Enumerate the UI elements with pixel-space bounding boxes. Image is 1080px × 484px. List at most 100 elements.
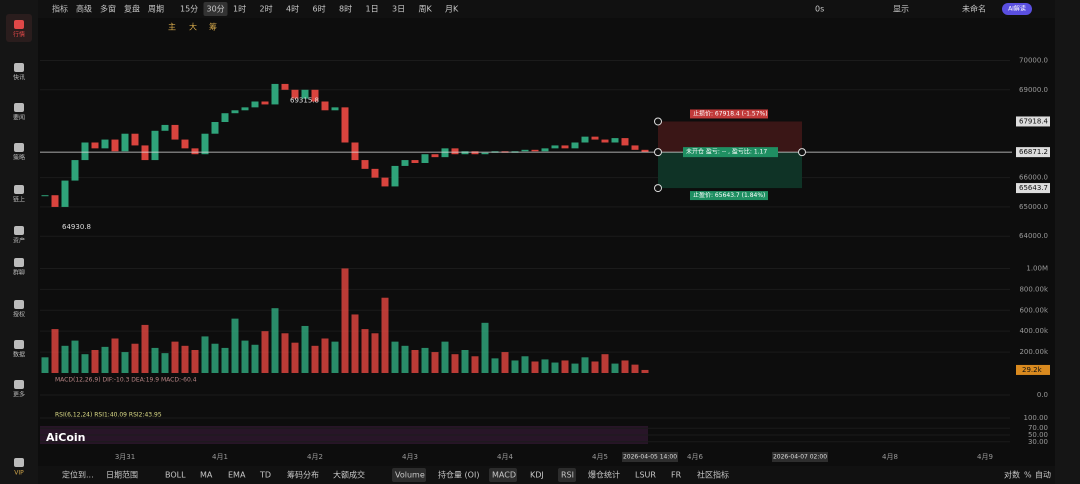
draw-tool[interactable]: 筹: [209, 22, 217, 32]
ai-button-label[interactable]: AI解读: [1008, 5, 1026, 13]
sidebar-label[interactable]: 更多: [13, 391, 25, 399]
sidebar-label[interactable]: 行情: [13, 31, 25, 39]
interval[interactable]: 15分: [180, 5, 198, 14]
indicator[interactable]: Volume: [395, 471, 425, 480]
bottom-bar: [38, 466, 1055, 484]
indicator[interactable]: FR: [671, 471, 682, 480]
volume-bar: [571, 363, 579, 373]
candle: [141, 145, 149, 161]
indicator[interactable]: BOLL: [165, 471, 186, 480]
volume-bar: [111, 338, 119, 373]
volume-bar: [331, 341, 339, 373]
candle: [581, 136, 589, 143]
indicator[interactable]: LSUR: [635, 471, 656, 480]
interval[interactable]: 周K: [419, 5, 433, 14]
interval[interactable]: 8时: [339, 4, 352, 14]
candle: [631, 145, 639, 150]
indicator[interactable]: MACD: [492, 471, 516, 480]
sidebar-label[interactable]: 链上: [13, 196, 25, 204]
x-tick-label: 4月5: [592, 453, 608, 461]
sidebar-label[interactable]: 快讯: [13, 74, 25, 82]
indicator[interactable]: 社区指标: [697, 470, 729, 480]
indicator[interactable]: 爆仓统计: [588, 470, 620, 480]
volume-bar: [541, 359, 549, 373]
indicator[interactable]: EMA: [228, 471, 246, 480]
draw-tool[interactable]: 主: [168, 22, 176, 32]
sidebar-label[interactable]: VIP: [14, 470, 24, 477]
interval[interactable]: 4时: [286, 4, 299, 14]
interval[interactable]: 1日: [366, 5, 379, 14]
indicator[interactable]: TD: [259, 471, 271, 480]
indicator[interactable]: 筹码分布: [287, 470, 319, 480]
sidebar-icon[interactable]: [14, 63, 24, 72]
volume-bar: [431, 352, 439, 373]
sidebar-icon[interactable]: [14, 20, 24, 29]
stop-loss-zone: [658, 121, 802, 153]
volume-bar: [151, 347, 159, 373]
volume-bar: [451, 354, 459, 373]
handle[interactable]: [798, 148, 806, 157]
volume-bar: [581, 357, 589, 373]
bottom-left[interactable]: 日期范围: [106, 470, 138, 480]
volume-bar: [391, 341, 399, 373]
toolbar-item[interactable]: 多窗: [100, 4, 116, 14]
price-badge: [1016, 183, 1050, 194]
handle[interactable]: [654, 117, 662, 126]
sidebar-label[interactable]: 策略: [13, 154, 25, 162]
ai-button[interactable]: [1002, 3, 1032, 15]
toolbar-item[interactable]: 高级: [76, 4, 92, 14]
bottom-left[interactable]: 定位到...: [62, 470, 94, 480]
volume-bar: [231, 318, 239, 373]
sidebar-icon[interactable]: [14, 185, 24, 194]
bottom-right[interactable]: %: [1024, 471, 1032, 480]
candle: [621, 138, 629, 146]
sidebar-label[interactable]: 授权: [13, 311, 25, 319]
sidebar-label[interactable]: 群聊: [13, 269, 25, 277]
volume-bar: [311, 345, 319, 373]
sidebar-icon[interactable]: [14, 143, 24, 152]
sidebar-icon[interactable]: [14, 258, 24, 267]
toolbar-right[interactable]: 未命名: [962, 4, 986, 14]
candle: [211, 122, 219, 134]
candle: [191, 148, 199, 155]
candle: [471, 151, 479, 155]
handle[interactable]: [654, 184, 662, 193]
bottom-right[interactable]: 对数: [1004, 470, 1020, 480]
sidebar-icon[interactable]: [14, 340, 24, 349]
volume-bar: [511, 360, 519, 373]
candle: [301, 89, 309, 99]
bottom-right[interactable]: 自动: [1035, 470, 1051, 480]
sidebar-label[interactable]: 数据: [13, 351, 25, 359]
draw-tool[interactable]: 大: [189, 22, 197, 32]
sidebar-label[interactable]: 资产: [13, 237, 25, 245]
indicator[interactable]: KDJ: [530, 471, 544, 480]
sidebar-label[interactable]: 要闻: [13, 114, 25, 122]
sidebar-icon[interactable]: [14, 458, 24, 467]
interval[interactable]: 3日: [392, 5, 405, 14]
volume-bar: [281, 333, 289, 373]
y-tick-label: 69000.0: [1019, 86, 1048, 94]
indicator[interactable]: MA: [200, 471, 213, 480]
interval[interactable]: 2时: [260, 4, 273, 14]
indicator[interactable]: RSI: [561, 471, 574, 480]
indicator[interactable]: 大额成交: [333, 470, 365, 480]
interval[interactable]: 月K: [445, 5, 459, 14]
handle[interactable]: [654, 148, 662, 157]
toolbar-item[interactable]: 复盘: [124, 4, 140, 14]
toolbar-item[interactable]: 指标: [52, 4, 68, 14]
sidebar-icon[interactable]: [14, 380, 24, 389]
volume-bar: [501, 352, 509, 373]
indicator[interactable]: 持仓量 (OI): [438, 470, 479, 480]
interval[interactable]: 6时: [313, 4, 326, 14]
toolbar-right[interactable]: 显示: [893, 5, 909, 14]
sidebar-icon[interactable]: [14, 226, 24, 235]
toolbar-item[interactable]: 周期: [148, 5, 164, 14]
toolbar-right[interactable]: 0s: [815, 5, 824, 14]
volume-bar: [51, 329, 59, 373]
position-label-bg: [690, 191, 768, 201]
sidebar-icon[interactable]: [14, 103, 24, 112]
interval[interactable]: 1时: [233, 4, 246, 14]
interval[interactable]: 30分: [207, 5, 225, 14]
sidebar-icon[interactable]: [14, 300, 24, 309]
crosshair-badge: [622, 452, 678, 462]
